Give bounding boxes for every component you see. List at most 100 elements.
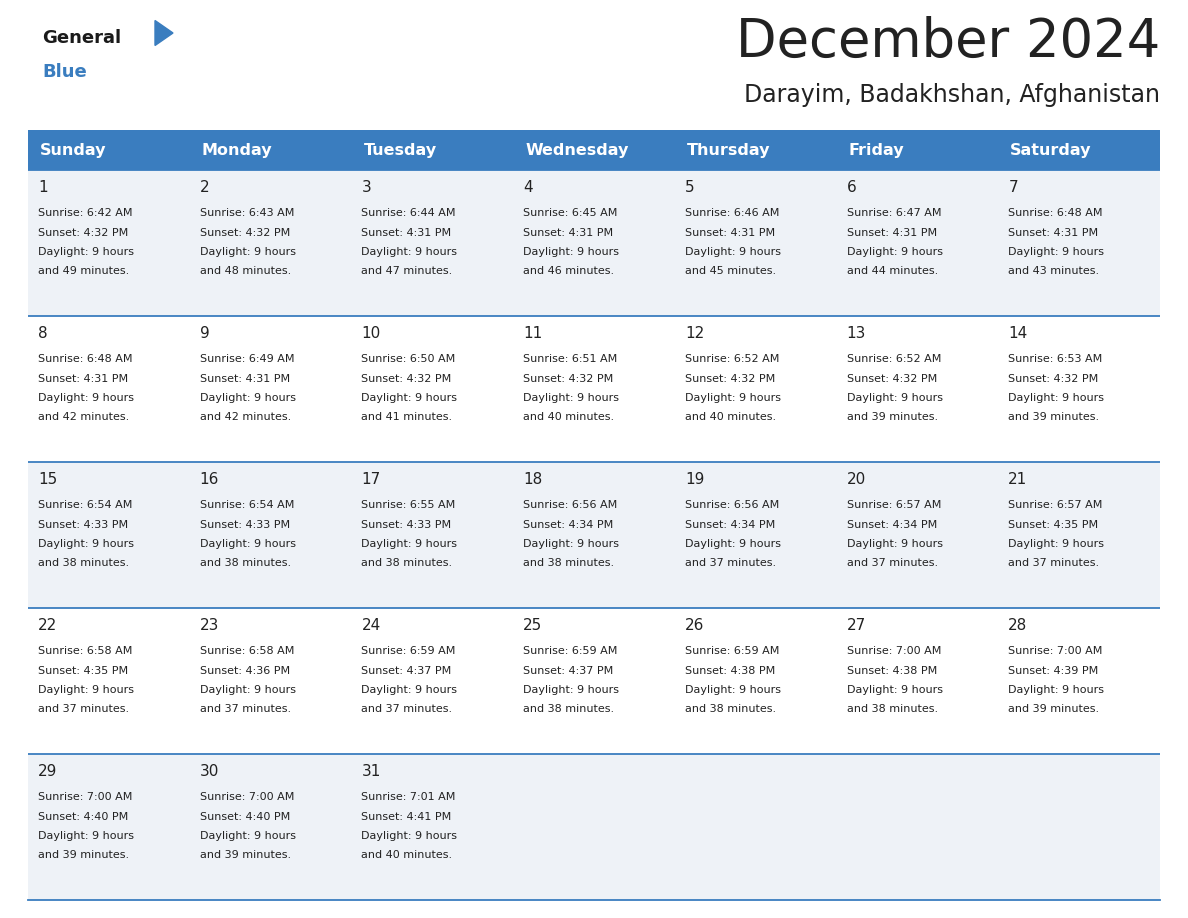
Text: 12: 12	[684, 326, 704, 341]
Text: Sunrise: 6:53 AM: Sunrise: 6:53 AM	[1009, 354, 1102, 364]
Text: Sunset: 4:36 PM: Sunset: 4:36 PM	[200, 666, 290, 676]
Text: and 48 minutes.: and 48 minutes.	[200, 266, 291, 276]
Text: Sunrise: 6:59 AM: Sunrise: 6:59 AM	[361, 646, 456, 656]
Text: Sunset: 4:31 PM: Sunset: 4:31 PM	[684, 228, 775, 238]
Text: December 2024: December 2024	[735, 16, 1159, 68]
Text: Daylight: 9 hours: Daylight: 9 hours	[847, 393, 942, 403]
Text: Daylight: 9 hours: Daylight: 9 hours	[684, 685, 781, 695]
Text: Sunrise: 6:52 AM: Sunrise: 6:52 AM	[847, 354, 941, 364]
Text: 24: 24	[361, 618, 380, 633]
Text: Sunset: 4:31 PM: Sunset: 4:31 PM	[1009, 228, 1099, 238]
Text: 20: 20	[847, 472, 866, 487]
Text: Daylight: 9 hours: Daylight: 9 hours	[38, 539, 134, 549]
Text: 16: 16	[200, 472, 219, 487]
Text: Daylight: 9 hours: Daylight: 9 hours	[361, 685, 457, 695]
Text: Daylight: 9 hours: Daylight: 9 hours	[200, 831, 296, 841]
Text: Thursday: Thursday	[687, 142, 770, 158]
Text: and 47 minutes.: and 47 minutes.	[361, 266, 453, 276]
Text: 4: 4	[523, 180, 532, 195]
Text: and 37 minutes.: and 37 minutes.	[38, 704, 129, 714]
Text: Sunset: 4:31 PM: Sunset: 4:31 PM	[200, 374, 290, 384]
Bar	[190, 130, 352, 170]
Text: 9: 9	[200, 326, 209, 341]
Text: Daylight: 9 hours: Daylight: 9 hours	[1009, 539, 1105, 549]
Text: Sunrise: 7:00 AM: Sunrise: 7:00 AM	[847, 646, 941, 656]
Text: 30: 30	[200, 764, 219, 779]
Text: Sunrise: 6:54 AM: Sunrise: 6:54 AM	[38, 500, 132, 510]
Text: Daylight: 9 hours: Daylight: 9 hours	[1009, 247, 1105, 257]
Text: 14: 14	[1009, 326, 1028, 341]
Text: Wednesday: Wednesday	[525, 142, 628, 158]
Text: Sunrise: 6:59 AM: Sunrise: 6:59 AM	[523, 646, 618, 656]
Text: and 39 minutes.: and 39 minutes.	[1009, 412, 1099, 422]
Text: Sunrise: 6:45 AM: Sunrise: 6:45 AM	[523, 208, 618, 218]
Text: 21: 21	[1009, 472, 1028, 487]
Text: Daylight: 9 hours: Daylight: 9 hours	[38, 831, 134, 841]
Text: 11: 11	[523, 326, 543, 341]
Text: 31: 31	[361, 764, 381, 779]
Text: Saturday: Saturday	[1010, 142, 1092, 158]
Text: Daylight: 9 hours: Daylight: 9 hours	[523, 685, 619, 695]
Bar	[29, 170, 1159, 316]
Text: Daylight: 9 hours: Daylight: 9 hours	[523, 247, 619, 257]
Text: 29: 29	[38, 764, 57, 779]
Bar	[998, 130, 1159, 170]
Text: Sunset: 4:35 PM: Sunset: 4:35 PM	[38, 666, 128, 676]
Text: Sunset: 4:40 PM: Sunset: 4:40 PM	[200, 812, 290, 822]
Text: Sunset: 4:31 PM: Sunset: 4:31 PM	[523, 228, 613, 238]
Bar	[352, 130, 513, 170]
Text: Sunrise: 6:57 AM: Sunrise: 6:57 AM	[1009, 500, 1102, 510]
Text: Sunrise: 6:58 AM: Sunrise: 6:58 AM	[38, 646, 132, 656]
Text: and 49 minutes.: and 49 minutes.	[38, 266, 129, 276]
Text: and 43 minutes.: and 43 minutes.	[1009, 266, 1099, 276]
Text: and 39 minutes.: and 39 minutes.	[200, 850, 291, 860]
Text: Sunset: 4:34 PM: Sunset: 4:34 PM	[847, 520, 937, 530]
Text: and 38 minutes.: and 38 minutes.	[38, 558, 129, 568]
Text: Daylight: 9 hours: Daylight: 9 hours	[200, 539, 296, 549]
Text: 19: 19	[684, 472, 704, 487]
Text: Sunset: 4:33 PM: Sunset: 4:33 PM	[38, 520, 128, 530]
Text: and 40 minutes.: and 40 minutes.	[684, 412, 776, 422]
Text: Daylight: 9 hours: Daylight: 9 hours	[684, 247, 781, 257]
Text: Darayim, Badakhshan, Afghanistan: Darayim, Badakhshan, Afghanistan	[744, 83, 1159, 107]
Text: Sunset: 4:37 PM: Sunset: 4:37 PM	[361, 666, 451, 676]
Text: 25: 25	[523, 618, 543, 633]
Text: and 38 minutes.: and 38 minutes.	[523, 704, 614, 714]
Text: Tuesday: Tuesday	[364, 142, 436, 158]
Text: Sunrise: 7:00 AM: Sunrise: 7:00 AM	[38, 792, 132, 802]
Text: 13: 13	[847, 326, 866, 341]
Text: Sunrise: 6:48 AM: Sunrise: 6:48 AM	[38, 354, 133, 364]
Text: Sunset: 4:31 PM: Sunset: 4:31 PM	[361, 228, 451, 238]
Text: and 38 minutes.: and 38 minutes.	[361, 558, 453, 568]
Text: Sunrise: 6:59 AM: Sunrise: 6:59 AM	[684, 646, 779, 656]
Text: Sunrise: 6:46 AM: Sunrise: 6:46 AM	[684, 208, 779, 218]
Text: Sunset: 4:38 PM: Sunset: 4:38 PM	[684, 666, 775, 676]
Text: and 44 minutes.: and 44 minutes.	[847, 266, 937, 276]
Text: Daylight: 9 hours: Daylight: 9 hours	[38, 393, 134, 403]
Text: Monday: Monday	[202, 142, 272, 158]
Text: 23: 23	[200, 618, 219, 633]
Text: Sunset: 4:32 PM: Sunset: 4:32 PM	[847, 374, 937, 384]
Text: and 45 minutes.: and 45 minutes.	[684, 266, 776, 276]
Text: Sunset: 4:32 PM: Sunset: 4:32 PM	[684, 374, 775, 384]
Text: Sunset: 4:34 PM: Sunset: 4:34 PM	[523, 520, 613, 530]
Text: Sunday: Sunday	[40, 142, 107, 158]
Text: and 39 minutes.: and 39 minutes.	[38, 850, 129, 860]
Text: Sunrise: 6:49 AM: Sunrise: 6:49 AM	[200, 354, 295, 364]
Text: Sunrise: 6:55 AM: Sunrise: 6:55 AM	[361, 500, 456, 510]
Text: and 40 minutes.: and 40 minutes.	[361, 850, 453, 860]
Text: 6: 6	[847, 180, 857, 195]
Text: 3: 3	[361, 180, 371, 195]
Bar	[29, 316, 1159, 462]
Text: Daylight: 9 hours: Daylight: 9 hours	[523, 393, 619, 403]
Text: Sunrise: 6:54 AM: Sunrise: 6:54 AM	[200, 500, 295, 510]
Bar	[836, 130, 998, 170]
Text: Daylight: 9 hours: Daylight: 9 hours	[361, 393, 457, 403]
Text: Blue: Blue	[42, 63, 87, 81]
Text: Sunset: 4:33 PM: Sunset: 4:33 PM	[200, 520, 290, 530]
Text: Sunset: 4:31 PM: Sunset: 4:31 PM	[38, 374, 128, 384]
Text: and 37 minutes.: and 37 minutes.	[200, 704, 291, 714]
Text: Sunset: 4:32 PM: Sunset: 4:32 PM	[523, 374, 613, 384]
Text: Sunrise: 6:42 AM: Sunrise: 6:42 AM	[38, 208, 133, 218]
Text: Daylight: 9 hours: Daylight: 9 hours	[684, 539, 781, 549]
